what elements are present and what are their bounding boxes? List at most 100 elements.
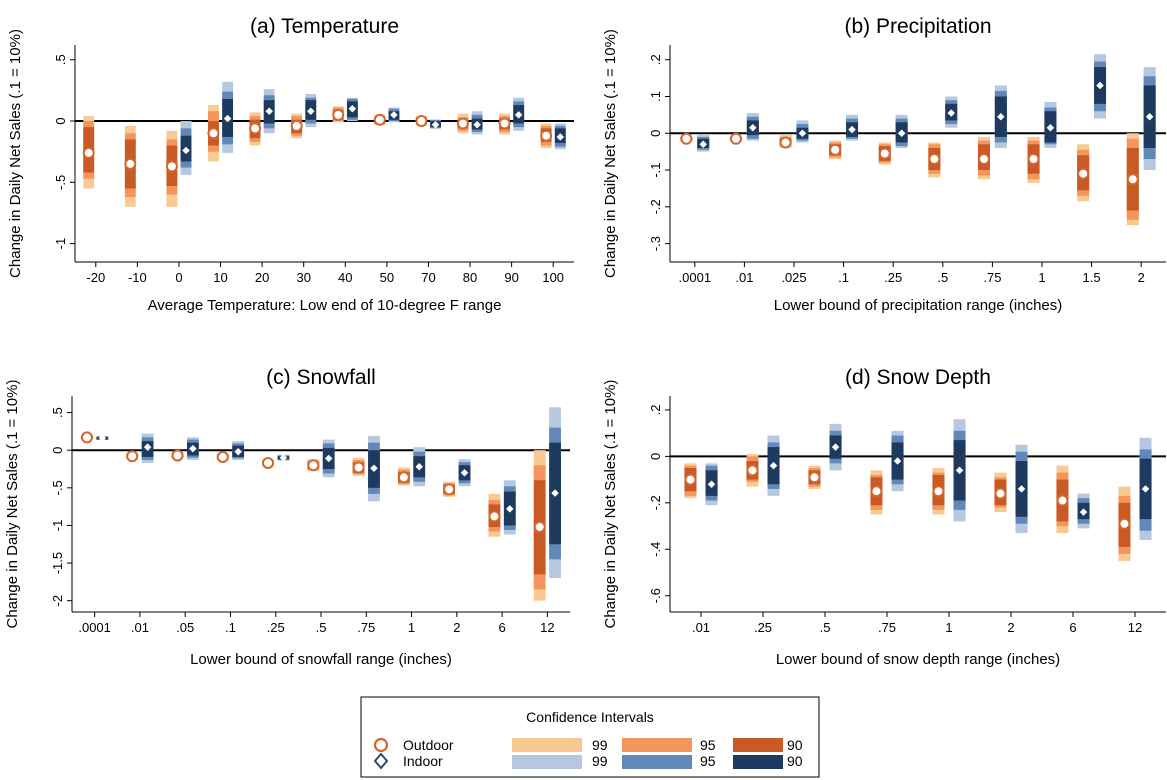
outdoor-point-05 [171, 449, 184, 462]
y-tick-label: -.2 [648, 495, 663, 510]
outdoor-point-30 [290, 119, 303, 132]
legend-label-indoor-90: 90 [787, 753, 803, 769]
x-tick-label: .1 [225, 620, 236, 635]
outdoor-point-10 [124, 157, 137, 170]
x-tick-label: 2 [453, 620, 460, 635]
outdoor-point-0001 [680, 132, 693, 145]
outdoor-point-6 [488, 510, 501, 523]
y-tick-label: .5 [53, 54, 68, 65]
y-tick-label: 0 [53, 117, 68, 124]
indoor-point-05 [189, 444, 197, 453]
outdoor-point-90 [498, 117, 511, 130]
legend-indoor-label: Indoor [403, 753, 443, 769]
chart-title: (d) Snow Depth [845, 366, 991, 389]
outdoor-point-1 [1027, 153, 1040, 166]
y-tick-label: .5 [50, 407, 65, 418]
y-tick-label: .2 [648, 405, 663, 416]
x-axis-label: Lower bound of snow depth range (inches) [776, 651, 1060, 668]
x-tick-label: 2 [1138, 270, 1145, 285]
outdoor-point-12 [1118, 517, 1131, 530]
y-axis-label: Change in Daily Net Sales (.1 = 10%) [7, 29, 24, 278]
indoor-point-75 [996, 112, 1005, 121]
y-tick-label: .1 [648, 91, 663, 102]
legend-label-indoor-95: 95 [700, 753, 716, 769]
x-tick-label: 12 [1128, 620, 1142, 635]
indoor-point-25 [279, 453, 288, 462]
x-tick-label: .25 [754, 620, 772, 635]
x-tick-label: .025 [781, 270, 806, 285]
panel-2: (b) Precipitation .2 .1 0 -.1 -.2 -.3 Change in… [602, 15, 1166, 314]
x-tick-label: 90 [504, 270, 518, 285]
legend-swatch-indoor-95 [622, 755, 692, 769]
indoor-point-12 [1141, 485, 1150, 493]
x-tick-label: 1.5 [1083, 270, 1101, 285]
x-tick-label: .1 [838, 270, 849, 285]
indoor-point-5 [324, 454, 333, 463]
y-tick-label: -.2 [648, 199, 663, 214]
indoor-point-90 [514, 111, 523, 119]
indoor-point-1 [234, 447, 243, 456]
indoor-point-1 [1046, 123, 1055, 132]
indoor-point-80 [473, 120, 481, 129]
outdoor-point-12 [533, 520, 546, 533]
legend-label-outdoor-99: 99 [592, 737, 608, 753]
outdoor-point-100 [540, 129, 553, 142]
legend-swatch-outdoor-90 [733, 738, 783, 752]
y-tick-label: 0 [648, 453, 663, 460]
x-tick-label: 1 [408, 620, 415, 635]
indoor-point-6 [505, 505, 514, 513]
legend-title: Confidence Intervals [526, 709, 654, 725]
x-tick-label: 1 [945, 620, 952, 635]
indoor-point-2 [1145, 112, 1154, 121]
outdoor-point-1 [397, 471, 410, 484]
outdoor-point-1-5 [1077, 167, 1090, 180]
x-tick-label: 30 [296, 270, 310, 285]
plot-area [75, 45, 574, 262]
indoor-point-025 [798, 129, 807, 138]
outdoor-point-5 [928, 153, 941, 166]
x-tick-label: .01 [131, 620, 149, 635]
outdoor-point-025 [779, 136, 792, 149]
x-tick-label: .25 [884, 270, 902, 285]
x-tick-label: .75 [983, 270, 1001, 285]
x-tick-label: .0001 [78, 620, 111, 635]
x-tick-label: .5 [937, 270, 948, 285]
indoor-point-1 [415, 462, 424, 471]
x-tick-label: 6 [1069, 620, 1076, 635]
y-tick-label: -.3 [648, 236, 663, 251]
x-tick-label: 50 [380, 270, 394, 285]
y-tick-label: 0 [50, 447, 65, 454]
outdoor-point-25 [746, 464, 759, 477]
indoor-point-01 [143, 443, 152, 452]
y-tick-label: -1.5 [50, 552, 65, 574]
y-tick-label: -.6 [648, 588, 663, 603]
outdoor-point-2 [443, 483, 456, 496]
chart-title: (a) Temperature [250, 15, 399, 38]
outdoor-point-01 [684, 473, 697, 486]
x-tick-label: .05 [176, 620, 194, 635]
outdoor-point-01 [126, 450, 139, 463]
chart-title: (c) Snowfall [266, 366, 376, 389]
outdoor-point-1 [932, 485, 945, 498]
x-tick-label: 12 [540, 620, 554, 635]
y-tick-label: -.5 [50, 480, 65, 495]
x-tick-label: 10 [213, 270, 227, 285]
x-tick-label: 20 [255, 270, 269, 285]
x-tick-label: .25 [267, 620, 285, 635]
indoor-point-01 [707, 480, 716, 489]
legend-label-outdoor-95: 95 [700, 737, 716, 753]
legend-label-indoor-99: 99 [592, 753, 608, 769]
legend-swatch-indoor-99 [512, 755, 582, 769]
x-tick-label: .0001 [679, 270, 712, 285]
indoor-point-10 [223, 114, 232, 123]
x-tick-label: 6 [498, 620, 505, 635]
legend-swatch-indoor-90 [733, 755, 783, 769]
outdoor-point-5 [307, 459, 320, 472]
chart-title: (b) Precipitation [844, 15, 991, 38]
outdoor-point-0 [165, 160, 178, 173]
x-tick-label: .01 [692, 620, 710, 635]
indoor-point-40 [348, 104, 357, 113]
plot-area [670, 396, 1166, 612]
indoor-point-0001 [98, 434, 107, 442]
